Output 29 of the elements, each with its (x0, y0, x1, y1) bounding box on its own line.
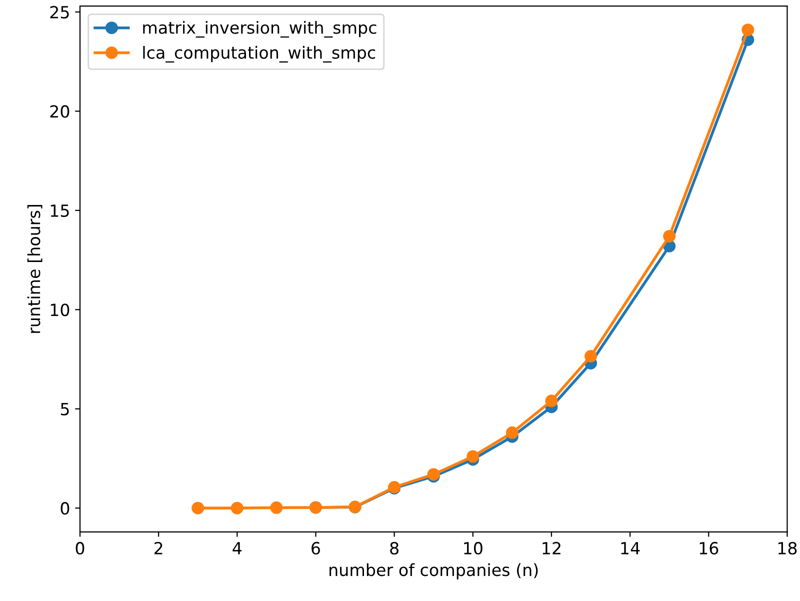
point (663, 230, 676, 242)
y-tick-label: 5 (60, 403, 69, 416)
x-tick-label: 4 (232, 542, 242, 554)
y-tick-label: 0 (60, 502, 70, 515)
legend-label: matrix_inversion_with_smpc (143, 21, 376, 38)
point (742, 24, 754, 36)
x-axis-title: number of companies (n) (330, 563, 538, 580)
point (506, 426, 518, 439)
x-tick-label: 6 (312, 542, 320, 555)
x-tick-label: 16 (700, 542, 718, 555)
x-tick-label: 12 (542, 542, 560, 554)
y-tick-label: 10 (50, 304, 70, 316)
legend-label: lca_computation_with_smpc (143, 46, 376, 63)
point (466, 450, 480, 463)
x-tick-label: 0 (76, 542, 84, 555)
x-tick-label: 18 (778, 542, 797, 555)
point (545, 394, 558, 408)
point (270, 501, 283, 514)
x-tick-label: 8 (390, 542, 398, 555)
y-tick-label: 25 (50, 6, 69, 19)
x-tick-label: 10 (464, 542, 482, 555)
point (230, 502, 244, 514)
point (192, 502, 204, 514)
x-tick-label: 14 (621, 542, 640, 554)
y-axis-title: runtime [hours] (27, 204, 42, 333)
point (584, 350, 598, 363)
y-tick-label: 15 (50, 204, 69, 217)
y-tick-label: 20 (50, 105, 70, 118)
x-tick-label: 2 (154, 542, 162, 554)
